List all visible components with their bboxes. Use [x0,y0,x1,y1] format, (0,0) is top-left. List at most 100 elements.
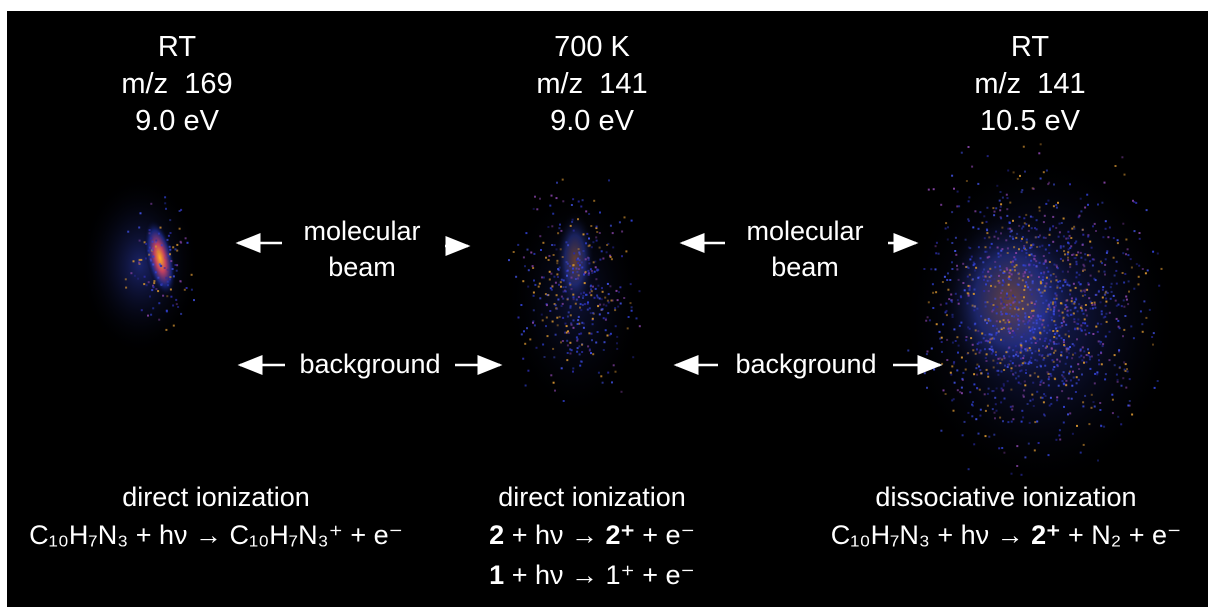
ion-dot [153,286,155,288]
ion-dot [1059,429,1061,431]
ion-dot [1010,370,1012,372]
ion-dot [1028,443,1030,445]
ion-dot [1104,292,1106,294]
ion-dot [148,250,150,252]
ion-dot [1011,409,1013,411]
ion-dot [585,271,587,273]
ion-dot [1078,274,1080,276]
ion-dot [582,297,584,299]
ion-dot [995,351,997,353]
ion-dot [1024,384,1026,386]
ion-dot [985,410,987,412]
ion-dot [1035,342,1037,344]
ion-dot [1117,320,1119,322]
ion-dot [1084,259,1086,261]
ion-dot [1082,295,1084,297]
ion-dot [985,283,987,285]
ion-dot [1070,379,1072,381]
ion-dot [1021,364,1023,366]
ion-dot [1091,407,1093,409]
ion-dot [1012,302,1014,304]
ion-dot [1109,312,1111,314]
ion-dot [549,271,551,273]
ion-dot [1044,340,1046,342]
ion-dot [1069,371,1071,373]
ion-dot [1038,206,1040,208]
ion-dot [1001,314,1003,316]
ion-dot [1049,229,1051,231]
ion-dot [940,304,942,306]
ion-dot [1102,345,1104,347]
ion-dot [565,286,567,288]
ion-dot [1040,178,1042,180]
ion-dot [1100,323,1102,325]
ion-dot [541,314,543,316]
ion-dot [561,279,563,281]
ion-dot [1097,331,1099,333]
ion-dot [168,235,170,237]
ion-dot [968,247,970,249]
ion-dot [1116,318,1118,320]
ion-dot [570,225,572,227]
ion-dot [547,294,549,296]
ion-dot [1125,296,1127,298]
ion-dot [571,221,573,223]
ion-dot [1082,234,1084,236]
ion-dot [596,226,598,228]
ion-dot [631,220,633,222]
ion-dot [1008,347,1010,349]
ion-dot [1036,219,1038,221]
ion-dot [1083,313,1085,315]
ion-dot [977,330,979,332]
ion-dot [939,331,941,333]
ion-dot [562,303,564,305]
ion-dot [933,188,935,190]
ion-dot [1087,204,1089,206]
ion-dot [580,293,582,295]
ion-dot [1085,289,1087,291]
ion-dot [1009,297,1011,299]
ion-dot [973,293,975,295]
ion-dot [1107,236,1109,238]
ion-dot [982,261,984,263]
ion-dot [997,362,999,364]
ion-dot [138,262,140,264]
ion-dot [166,295,168,297]
ion-dot [553,254,555,256]
ion-dot [578,296,580,298]
ion-dot [186,287,188,289]
ion-dot [1020,358,1022,360]
ion-dot [1038,276,1040,278]
ion-dot [556,308,558,310]
ion-dot [1087,236,1089,238]
ion-dot [953,363,955,365]
ion-dot [1022,394,1024,396]
ion-dot [993,278,995,280]
ion-dot [607,335,609,337]
ion-dot [1016,445,1018,447]
ion-dot [149,247,151,249]
ion-dot [561,305,563,307]
ion-dot [1022,287,1024,289]
ion-dot [992,207,994,209]
ion-dot [150,258,152,260]
ion-dot [147,315,149,317]
ion-dot [1063,250,1065,252]
ion-dot [1101,202,1103,204]
ion-dot [149,296,151,298]
ion-dot [1000,191,1002,193]
ion-dot [1117,242,1119,244]
ion-dot [998,330,1000,332]
ion-dot [605,329,607,331]
ion-dot [1071,228,1073,230]
ion-dot [162,295,164,297]
ion-dot [1013,332,1015,334]
ion-dot [1102,289,1104,291]
ion-dot [567,263,569,265]
ion-dot [971,166,973,168]
ion-dot [960,296,962,298]
ion-dot [1052,225,1054,227]
ion-dot [1142,331,1144,333]
ion-dot [1000,203,1002,205]
ion-dot [1011,336,1013,338]
